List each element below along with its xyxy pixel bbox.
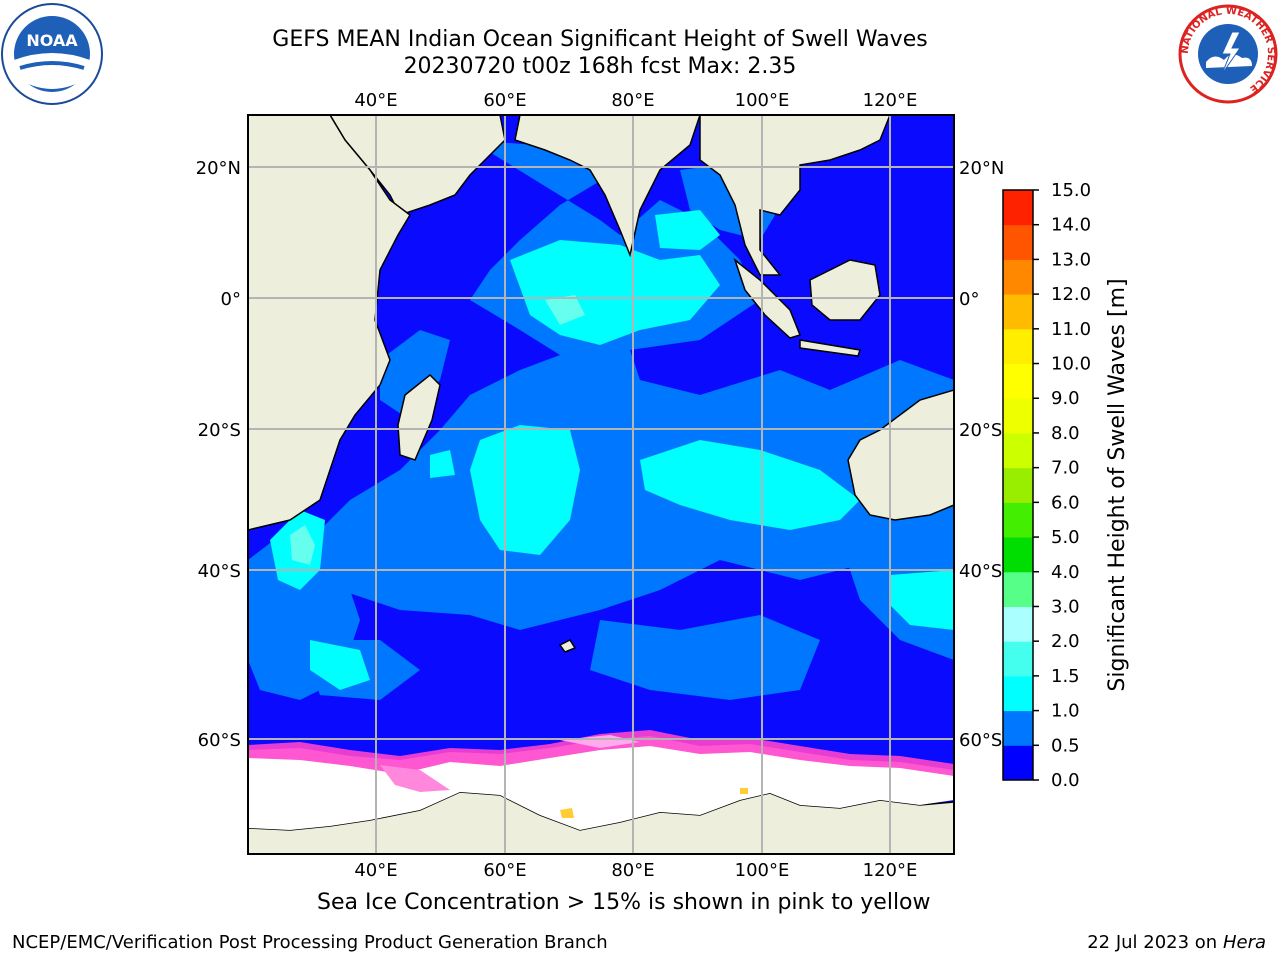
lat-tick-left: 20°N [196, 158, 241, 179]
colorbar-swatch [1003, 259, 1033, 295]
noaa-logo-text: NOAA [26, 31, 78, 50]
colorbar-swatch [1003, 224, 1033, 260]
lat-tick-right: 20°N [959, 158, 1004, 179]
colorbar: 15.0 14.0 13.0 12.0 11.0 10.0 9.0 8.0 7.0 6.0 5.0 4… [1002, 180, 1091, 791]
indian-subcontinent [514, 115, 701, 258]
lat-ticks-right: 20°N 0° 20°S 40°S 60°S [959, 158, 1004, 751]
lon-tick-bottom: 60°E [483, 860, 526, 881]
lon-tick-top: 120°E [863, 90, 918, 111]
chart-subtitle: 20230720 t00z 168h fcst Max: 2.35 [403, 54, 797, 79]
map-frame [247, 114, 955, 855]
colorbar-swatch [1003, 398, 1033, 434]
colorbar-swatch [1003, 502, 1033, 538]
colorbar-tick-label: 0.5 [1051, 735, 1080, 756]
borneo-island [809, 259, 881, 321]
lon-ticks-top: 40°E 60°E 80°E 100°E 120°E [354, 90, 917, 111]
graticule [248, 115, 954, 854]
chart-title: GEFS MEAN Indian Ocean Significant Heigh… [272, 27, 928, 52]
colorbar-swatch [1003, 641, 1033, 677]
lon-tick-top: 100°E [735, 90, 790, 111]
colorbar-tick-label: 4.0 [1051, 562, 1080, 583]
colorbar-tick-label: 6.0 [1051, 492, 1080, 513]
colorbar-frame [1002, 189, 1034, 781]
kerguelen-island [558, 639, 577, 653]
colorbar-tick-label: 14.0 [1051, 215, 1091, 236]
colorbar-tick-label: 1.5 [1051, 666, 1080, 687]
southeast-asia-land [699, 115, 891, 276]
lon-tick-bottom: 120°E [863, 860, 918, 881]
sea-ice-caption: Sea Ice Concentration > 15% is shown in … [317, 890, 931, 915]
colorbar-swatch [1003, 537, 1033, 573]
lon-tick-bottom: 40°E [354, 860, 397, 881]
colorbar-tick-label: 5.0 [1051, 527, 1080, 548]
colorbar-tick-label: 10.0 [1051, 354, 1091, 375]
lat-tick-right: 20°S [959, 420, 1002, 441]
lat-tick-right: 0° [959, 289, 979, 310]
africa-continent [248, 115, 411, 531]
swell-field-1-5m [290, 295, 585, 565]
land-masses [248, 115, 954, 854]
colorbar-tick-label: 8.0 [1051, 423, 1080, 444]
noaa-logo: NOAA [1, 3, 103, 105]
colorbar-swatch [1003, 606, 1033, 642]
colorbar-tick-label: 0.0 [1051, 770, 1080, 791]
colorbar-tick-label: 15.0 [1051, 180, 1091, 201]
lat-tick-left: 40°S [198, 561, 241, 582]
colorbar-swatch [1003, 745, 1033, 781]
lon-tick-top: 60°E [483, 90, 526, 111]
lat-tick-right: 60°S [959, 730, 1002, 751]
colorbar-swatch [1003, 710, 1033, 746]
footer-date: 22 Jul 2023 on Hera [1087, 932, 1266, 953]
colorbar-swatch [1003, 328, 1033, 365]
lat-tick-left: 0° [221, 289, 241, 310]
nws-logo: NATIONAL WEATHER SERVICE [1178, 4, 1278, 104]
colorbar-swatch [1003, 467, 1033, 503]
colorbar-swatch [1003, 363, 1033, 399]
lon-tick-bottom: 100°E [735, 860, 790, 881]
colorbar-tick-label: 11.0 [1051, 319, 1091, 340]
colorbar-tick-label: 13.0 [1051, 249, 1091, 270]
colorbar-swatch [1003, 571, 1033, 607]
australia-continent [847, 389, 954, 521]
lat-tick-left: 20°S [198, 420, 241, 441]
footer-credit: NCEP/EMC/Verification Post Processing Pr… [12, 932, 608, 953]
colorbar-tick-label: 9.0 [1051, 388, 1080, 409]
colorbar-swatch [1003, 294, 1033, 330]
colorbar-swatch [1003, 675, 1033, 712]
colorbar-tick-label: 2.0 [1051, 631, 1080, 652]
java-island [799, 339, 861, 357]
footer-date-text: 22 Jul 2023 on [1087, 932, 1223, 953]
colorbar-swatch [1003, 432, 1033, 469]
lon-tick-top: 40°E [354, 90, 397, 111]
colorbar-tick-label: 7.0 [1051, 458, 1080, 479]
map-area [248, 115, 954, 854]
lat-tick-left: 60°S [198, 730, 241, 751]
colorbar-label: Significant Height of Swell Waves [m] [1105, 278, 1130, 691]
lat-tick-right: 40°S [959, 561, 1002, 582]
lat-ticks-left: 20°N 0° 20°S 40°S 60°S [196, 158, 241, 751]
colorbar-tick-label: 12.0 [1051, 284, 1091, 305]
footer-host: Hera [1222, 932, 1266, 953]
lon-tick-bottom: 80°E [611, 860, 654, 881]
colorbar-tick-label: 1.0 [1051, 701, 1080, 722]
colorbar-tick-label: 3.0 [1051, 596, 1080, 617]
lon-ticks-bottom: 40°E 60°E 80°E 100°E 120°E [354, 860, 917, 881]
colorbar-swatch [1003, 190, 1033, 226]
lon-tick-top: 80°E [611, 90, 654, 111]
